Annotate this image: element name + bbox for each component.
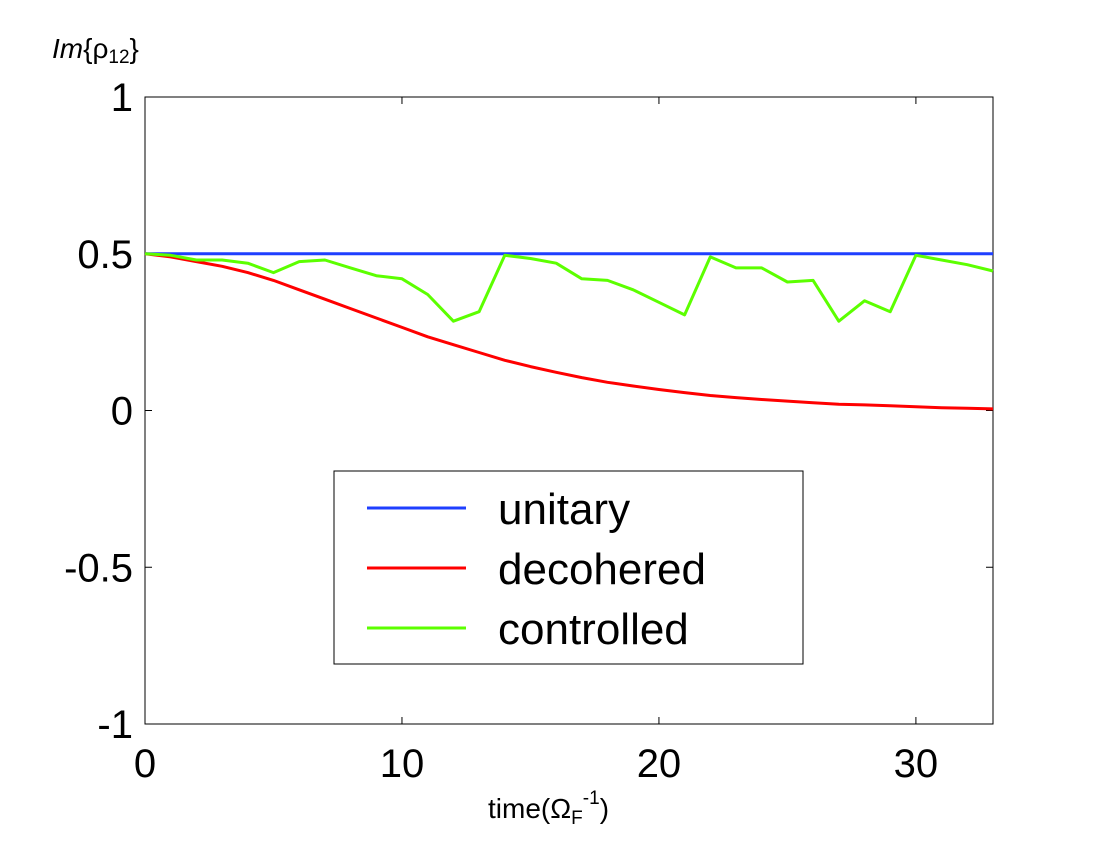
legend: unitary decohered controlled bbox=[333, 470, 804, 665]
x-axis-title-symbol: Ω bbox=[550, 793, 571, 824]
y-tick-label: 1 bbox=[111, 76, 133, 120]
x-tick-label: 30 bbox=[894, 742, 939, 786]
y-tick-label: 0.5 bbox=[77, 233, 133, 277]
legend-label-decohered: decohered bbox=[498, 545, 706, 594]
y-tick-label: -1 bbox=[97, 703, 133, 747]
x-tick-label: 20 bbox=[637, 742, 682, 786]
x-tick-label: 0 bbox=[134, 742, 156, 786]
x-axis-title-subscript: F bbox=[571, 808, 583, 829]
legend-label-unitary: unitary bbox=[498, 485, 630, 534]
y-axis-title-symbol: ρ bbox=[92, 33, 108, 64]
x-axis-title-prefix: time( bbox=[488, 793, 551, 824]
y-axis-title-brace-close: } bbox=[130, 33, 139, 64]
tick-marks bbox=[144, 96, 993, 725]
y-tick-label: -0.5 bbox=[64, 546, 133, 590]
series-line-controlled bbox=[144, 252, 994, 323]
y-axis-title-subscript: 12 bbox=[108, 47, 129, 68]
x-tick-label: 10 bbox=[380, 742, 425, 786]
legend-label-controlled: controlled bbox=[498, 605, 689, 654]
series-lines bbox=[144, 252, 994, 411]
series-line-decohered bbox=[144, 252, 994, 411]
tick-labels: 0 10 20 30 1 0.5 0 -0.5 -1 bbox=[64, 76, 938, 786]
x-axis-title-suffix: ) bbox=[600, 793, 609, 824]
y-axis-title-brace-open: { bbox=[83, 33, 92, 64]
y-axis-title-prefix: Im bbox=[52, 33, 83, 64]
y-axis-title: Im{ρ12} bbox=[52, 33, 139, 68]
y-tick-label: 0 bbox=[111, 390, 133, 434]
x-axis-title: time(ΩF-1) bbox=[488, 788, 609, 829]
x-axis-title-superscript: -1 bbox=[583, 788, 600, 809]
